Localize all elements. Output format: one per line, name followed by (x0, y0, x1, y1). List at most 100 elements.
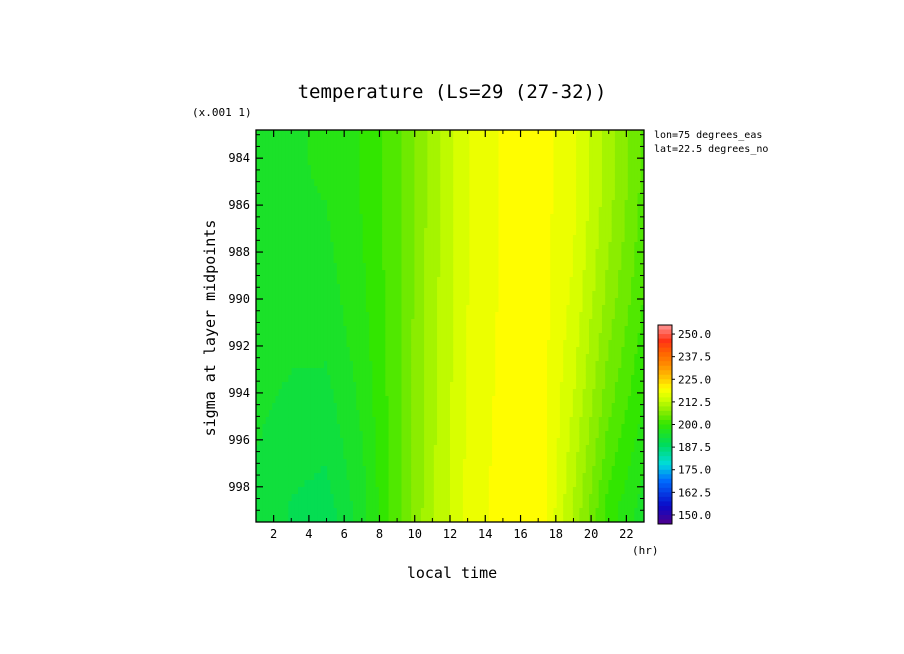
field-cell (514, 431, 519, 439)
field-cell (534, 347, 538, 355)
field-cell (281, 438, 286, 446)
field-cell (443, 382, 448, 390)
field-cell (343, 515, 348, 522)
field-cell (456, 473, 461, 481)
field-cell (524, 242, 529, 250)
field-cell (443, 200, 448, 208)
field-cell (424, 424, 429, 432)
field-cell (272, 263, 277, 271)
field-cell (456, 193, 461, 201)
field-cell (530, 235, 535, 243)
field-cell (333, 298, 338, 306)
field-cell (346, 396, 351, 404)
field-cell (488, 396, 493, 404)
field-cell (430, 368, 435, 376)
field-cell (417, 235, 422, 243)
field-cell (407, 319, 412, 327)
field-cell (333, 424, 338, 432)
field-cell (521, 158, 526, 166)
field-cell (336, 508, 341, 516)
field-cell (492, 459, 496, 467)
field-cell (485, 151, 490, 159)
field-cell (440, 305, 445, 313)
field-cell (301, 326, 306, 334)
field-cell (495, 228, 500, 236)
field-cell (327, 452, 332, 460)
field-cell (385, 193, 390, 201)
field-cell (375, 284, 380, 292)
field-cell (336, 361, 341, 369)
field-cell (304, 298, 309, 306)
field-cell (534, 515, 538, 522)
field-cell (498, 277, 503, 285)
field-cell (365, 291, 370, 299)
field-cell (492, 508, 496, 516)
field-cell (508, 459, 513, 467)
field-cell (285, 403, 290, 411)
field-cell (517, 249, 522, 257)
field-cell (482, 333, 487, 341)
field-cell (411, 158, 416, 166)
field-cell (469, 235, 474, 243)
field-cell (466, 410, 471, 418)
field-cell (330, 228, 335, 236)
field-cell (304, 515, 309, 522)
field-cell (275, 319, 280, 327)
field-cell (537, 396, 542, 404)
field-cell (433, 368, 438, 376)
field-cell (537, 263, 542, 271)
field-cell (375, 200, 380, 208)
field-cell (256, 410, 260, 418)
field-cell (365, 221, 370, 229)
field-cell (388, 459, 393, 467)
field-cell (495, 466, 500, 474)
field-cell (469, 326, 474, 334)
field-cell (356, 214, 361, 222)
field-cell (517, 207, 522, 215)
field-cell (398, 270, 403, 278)
field-cell (443, 340, 448, 348)
field-cell (453, 137, 458, 145)
field-cell (417, 256, 422, 264)
field-cell (521, 410, 526, 418)
field-cell (537, 361, 542, 369)
field-cell (530, 494, 535, 502)
field-cell (395, 368, 399, 376)
field-cell (466, 396, 471, 404)
field-cell (456, 228, 461, 236)
field-cell (388, 403, 393, 411)
field-cell (301, 480, 306, 488)
field-cell (472, 354, 477, 362)
field-cell (340, 186, 344, 194)
field-cell (323, 263, 328, 271)
field-cell (411, 403, 416, 411)
field-cell (453, 375, 458, 383)
field-cell (443, 480, 448, 488)
field-cell (356, 501, 361, 509)
field-cell (391, 200, 396, 208)
field-cell (459, 228, 464, 236)
field-cell (275, 179, 280, 187)
field-cell (294, 326, 299, 334)
field-cell (404, 375, 409, 383)
field-cell (388, 186, 393, 194)
field-cell (407, 270, 412, 278)
field-cell (469, 452, 474, 460)
field-cell (524, 284, 529, 292)
field-cell (256, 312, 260, 320)
field-cell (430, 319, 435, 327)
field-cell (433, 263, 438, 271)
field-cell (446, 438, 451, 446)
field-cell (272, 228, 277, 236)
field-cell (307, 340, 312, 348)
field-cell (404, 354, 409, 362)
field-cell (466, 333, 471, 341)
field-cell (495, 389, 500, 397)
field-cell (265, 263, 270, 271)
field-cell (356, 186, 361, 194)
field-cell (462, 417, 467, 425)
field-cell (281, 361, 286, 369)
field-cell (534, 403, 538, 411)
field-cell (369, 298, 374, 306)
field-cell (462, 494, 467, 502)
